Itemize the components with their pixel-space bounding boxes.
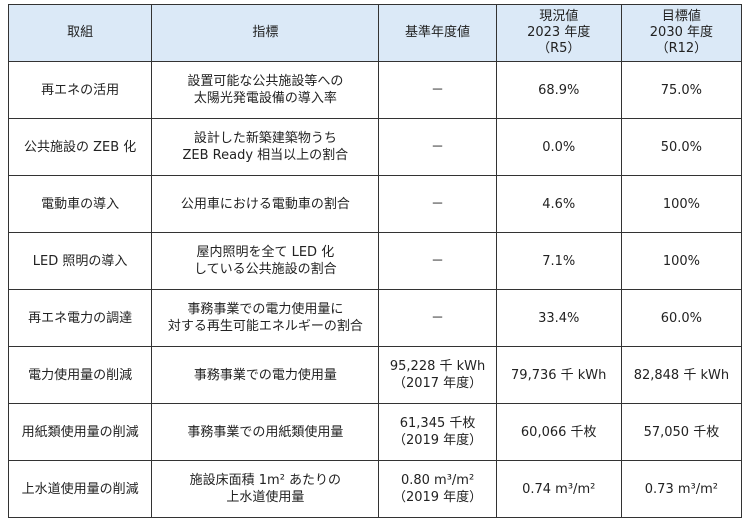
action-cell: 再エネ電力の調達 bbox=[7, 289, 153, 347]
header-row: 取組 指標 基準年度値 現況値 2023 年度 （R5） 目標値 2030 年度… bbox=[7, 4, 743, 62]
baseline-cell: － bbox=[378, 289, 497, 347]
current-cell: 79,736 千 kWh bbox=[495, 346, 622, 404]
target-cell: 0.73 m³/m² bbox=[620, 460, 743, 518]
action-cell: 用紙類使用量の削減 bbox=[7, 403, 153, 461]
indicator-cell-line: 上水道使用量 bbox=[226, 490, 305, 505]
indicator-cell-line: 事務事業での電力使用量に bbox=[187, 302, 344, 317]
current-cell: 33.4% bbox=[495, 289, 622, 347]
baseline-cell-line: － bbox=[431, 139, 445, 155]
indicator-cell-line: 事務事業での用紙類使用量 bbox=[187, 424, 344, 440]
header-current: 現況値 2023 年度 （R5） bbox=[495, 4, 622, 62]
header-baseline: 基準年度値 bbox=[378, 4, 497, 62]
current-cell: 60,066 千枚 bbox=[495, 403, 622, 461]
indicator-cell-line: 屋内照明を全て LED 化 bbox=[196, 245, 335, 260]
baseline-cell-line: － bbox=[431, 310, 445, 326]
action-cell: 電力使用量の削減 bbox=[7, 346, 153, 404]
header-target: 目標値 2030 年度 （R12） bbox=[620, 4, 743, 62]
baseline-cell: － bbox=[378, 118, 497, 176]
action-cell: LED 照明の導入 bbox=[7, 232, 153, 290]
indicator-cell-line: している公共施設の割合 bbox=[194, 262, 337, 277]
header-target-line: 目標値 bbox=[661, 9, 701, 24]
header-current-line: 現況値 bbox=[539, 9, 579, 24]
current-cell: 68.9% bbox=[495, 61, 622, 119]
target-cell: 57,050 千枚 bbox=[620, 403, 743, 461]
action-cell: 上水道使用量の削減 bbox=[7, 460, 153, 518]
table-row: LED 照明の導入 屋内照明を全て LED 化している公共施設の割合－ 7.1% 10… bbox=[7, 232, 743, 290]
indicator-cell: 事務事業での電力使用量に対する再生可能エネルギーの割合 bbox=[151, 289, 380, 347]
baseline-cell-line: 0.80 m³/m² bbox=[400, 473, 475, 488]
baseline-cell-line: － bbox=[431, 82, 445, 98]
indicator-table: 取組 指標 基準年度値 現況値 2023 年度 （R5） 目標値 2030 年度… bbox=[7, 4, 743, 518]
indicator-cell-line: 事務事業での電力使用量 bbox=[193, 367, 337, 383]
header-action: 取組 bbox=[7, 4, 153, 62]
baseline-cell: 61,345 千枚 （2019 年度） bbox=[378, 403, 497, 461]
baseline-cell: 0.80 m³/m² （2019 年度） bbox=[378, 460, 497, 518]
indicator-cell: 設計した新築建築物うち ZEB Ready 相当以上の割合 bbox=[151, 118, 380, 176]
baseline-cell-line: 95,228 千 kWh bbox=[389, 359, 486, 374]
indicator-cell-line: ZEB Ready 相当以上の割合 bbox=[182, 148, 349, 163]
baseline-cell: － bbox=[378, 232, 497, 290]
target-cell: 75.0% bbox=[620, 61, 743, 119]
table-row: 上水道使用量の削減 施設床面積 1m² あたりの 上水道使用量 0.80 m³/m² （… bbox=[7, 460, 743, 518]
baseline-cell: 95,228 千 kWh （2017 年度） bbox=[378, 346, 497, 404]
table-row: 公共施設の ZEB 化 設計した新築建築物うち ZEB Ready 相当以上の割合 －… bbox=[7, 118, 743, 176]
action-cell: 公共施設の ZEB 化 bbox=[7, 118, 153, 176]
indicator-cell-line: 設計した新築建築物うち bbox=[193, 131, 337, 146]
indicator-cell: 設置可能な公共施設等への 太陽光発電設備の導入率 bbox=[151, 61, 380, 119]
target-cell: 82,848 千 kWh bbox=[620, 346, 743, 404]
target-cell: 50.0% bbox=[620, 118, 743, 176]
baseline-cell-line: （2019 年度） bbox=[392, 433, 483, 448]
action-cell: 電動車の導入 bbox=[7, 175, 153, 233]
current-cell: 7.1% bbox=[495, 232, 622, 290]
indicator-cell-line: 施設床面積 1m² あたりの bbox=[189, 473, 342, 488]
baseline-cell-line: （2019 年度） bbox=[392, 490, 483, 505]
table-row: 用紙類使用量の削減 事務事業での用紙類使用量 61,345 千枚 （2019 年度） 6… bbox=[7, 403, 743, 461]
baseline-cell: － bbox=[378, 175, 497, 233]
current-cell: 0.74 m³/m² bbox=[495, 460, 622, 518]
table-row: 再エネ電力の調達 事務事業での電力使用量に 対する再生可能エネルギーの割合－ 33.4… bbox=[7, 289, 743, 347]
current-cell: 0.0% bbox=[495, 118, 622, 176]
header-target-line: 2030 年度 bbox=[649, 25, 713, 40]
header-current-line: 2023 年度 bbox=[527, 25, 591, 40]
indicator-cell: 施設床面積 1m² あたりの 上水道使用量 bbox=[151, 460, 380, 518]
baseline-cell-line: － bbox=[431, 196, 445, 212]
header-target-line: （R12） bbox=[655, 41, 708, 56]
indicator-cell-line: 太陽光発電設備の導入率 bbox=[193, 91, 337, 106]
action-cell: 再エネの活用 bbox=[7, 61, 153, 119]
baseline-cell-line: （2017 年度） bbox=[392, 376, 483, 391]
target-cell: 60.0% bbox=[620, 289, 743, 347]
baseline-cell-line: － bbox=[431, 253, 445, 269]
indicator-cell-line: 公用車における電動車の割合 bbox=[180, 196, 350, 212]
indicator-cell-line: 対する再生可能エネルギーの割合 bbox=[167, 319, 363, 334]
indicator-cell-line: 設置可能な公共施設等への bbox=[187, 74, 344, 89]
baseline-cell-line: 61,345 千枚 bbox=[399, 416, 476, 431]
table-row: 再エネの活用 設置可能な公共施設等への 太陽光発電設備の導入率－ 68.9% 75.0% bbox=[7, 61, 743, 119]
header-indicator: 指標 bbox=[151, 4, 380, 62]
target-cell: 100% bbox=[620, 175, 743, 233]
indicator-cell: 事務事業での用紙類使用量 bbox=[151, 403, 380, 461]
baseline-cell: － bbox=[378, 61, 497, 119]
indicator-cell: 公用車における電動車の割合 bbox=[151, 175, 380, 233]
target-cell: 100% bbox=[620, 232, 743, 290]
table-row: 電動車の導入 公用車における電動車の割合 － 4.6% 100% bbox=[7, 175, 743, 233]
table-row: 電力使用量の削減 事務事業での電力使用量 95,228 千 kWh （2017 年度）… bbox=[7, 346, 743, 404]
current-cell: 4.6% bbox=[495, 175, 622, 233]
indicator-cell: 屋内照明を全て LED 化している公共施設の割合 bbox=[151, 232, 380, 290]
header-current-line: （R5） bbox=[537, 41, 581, 56]
indicator-cell: 事務事業での電力使用量 bbox=[151, 346, 380, 404]
